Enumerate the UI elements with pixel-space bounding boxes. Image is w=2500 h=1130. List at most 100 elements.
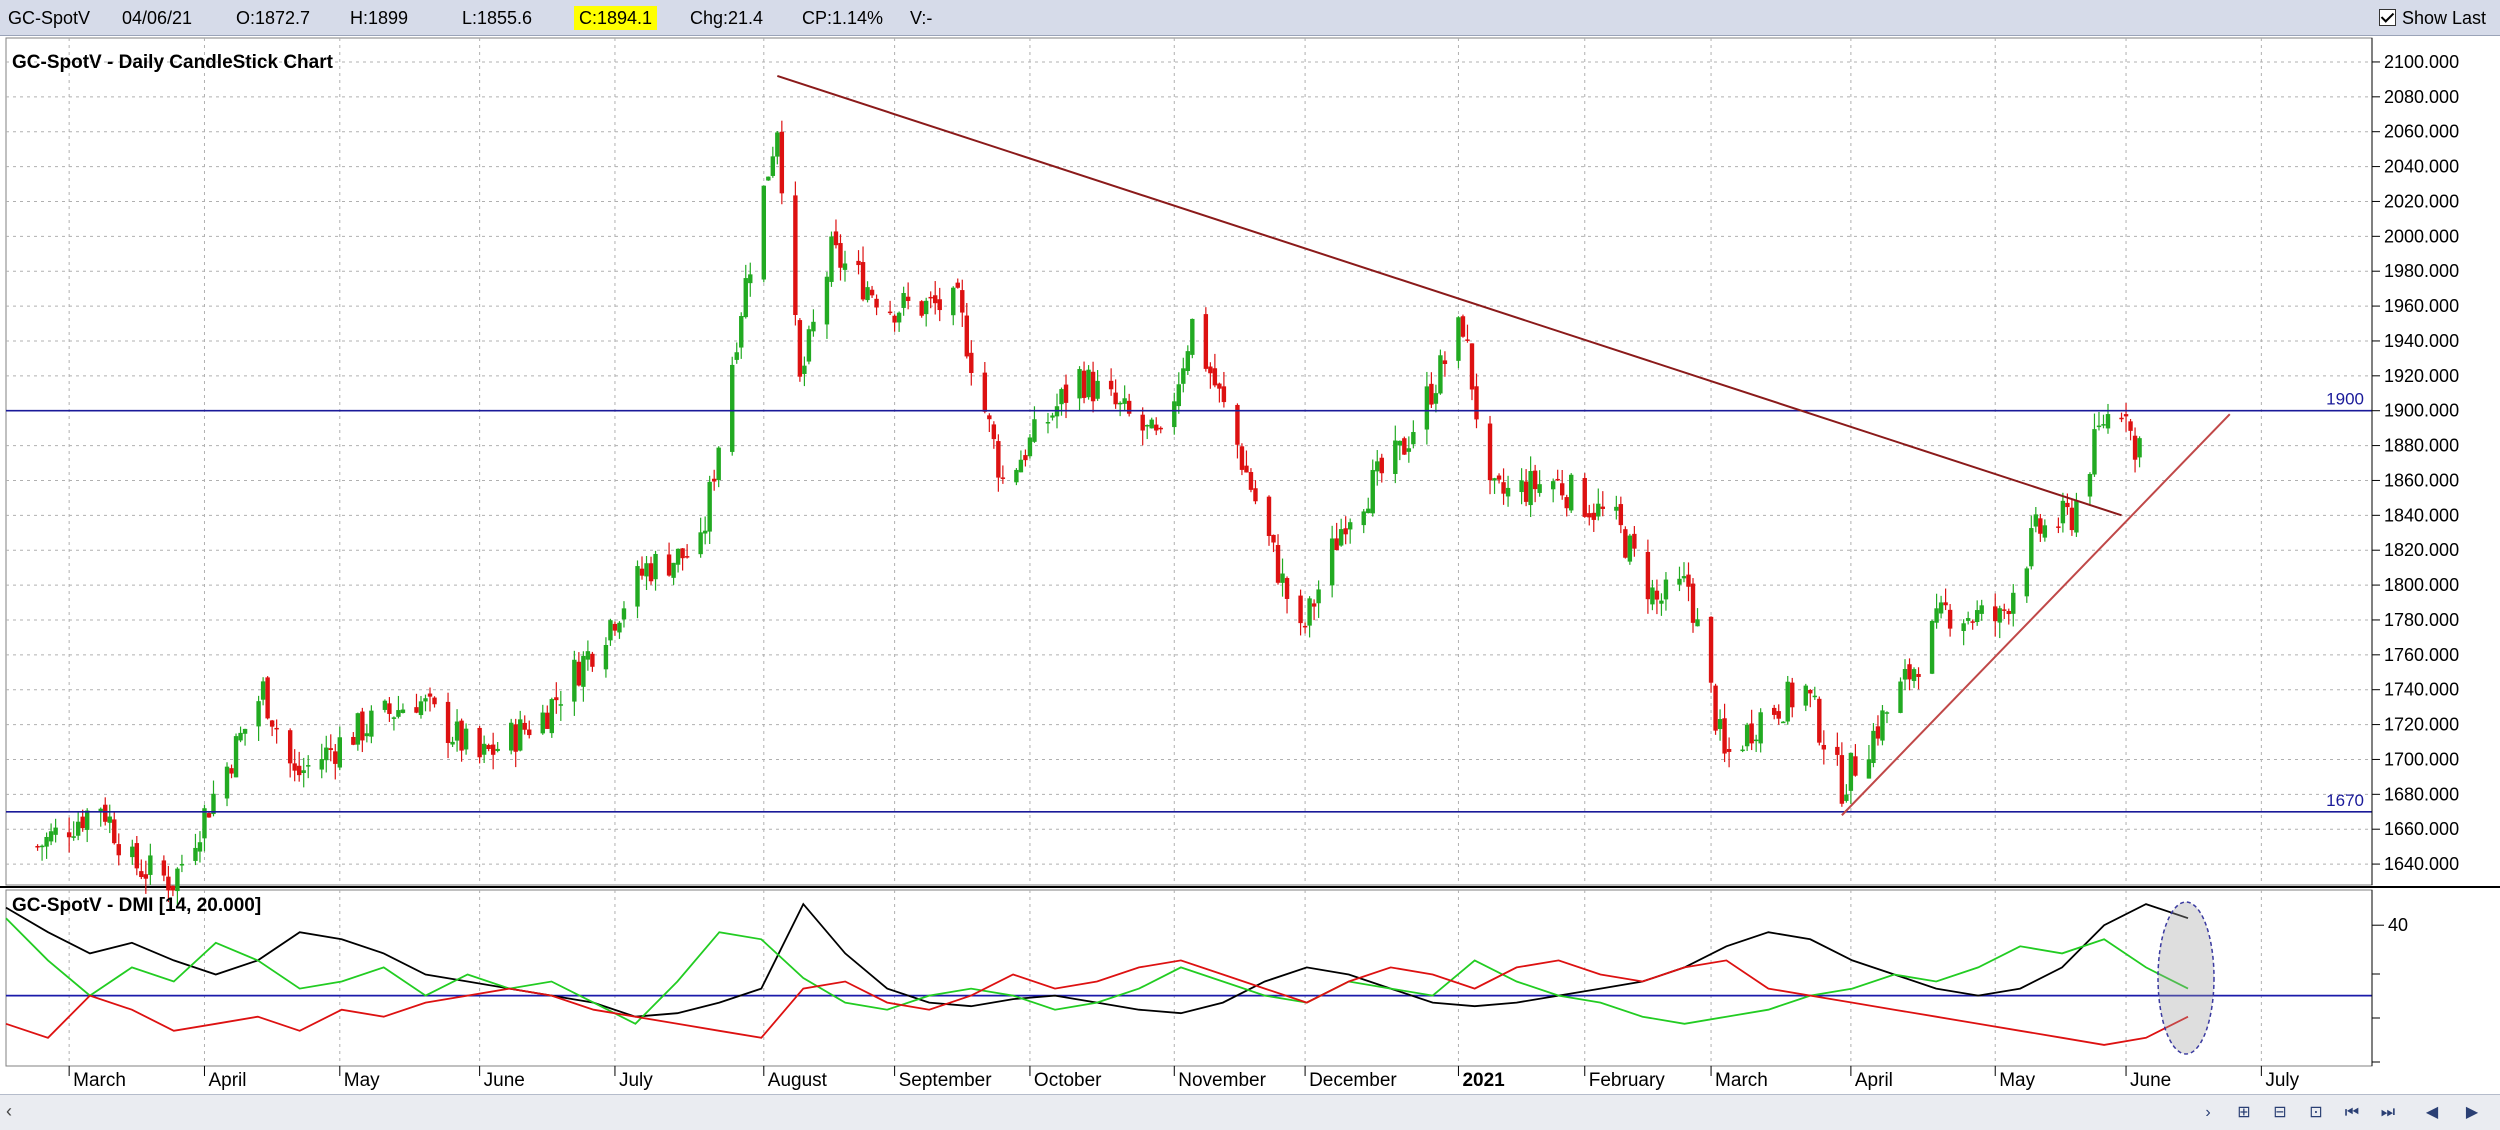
candle-body [1790, 682, 1795, 708]
candle-body [2123, 414, 2129, 417]
candlestick [1866, 745, 1872, 779]
candle-body [1140, 414, 1145, 431]
candlestick [495, 741, 500, 753]
candlestick [2128, 418, 2133, 441]
candle-body [369, 710, 374, 737]
candlestick [1271, 534, 1276, 553]
candle-body [98, 808, 103, 813]
candle-body [1871, 730, 1876, 763]
candlestick [887, 300, 893, 315]
candle-body [951, 287, 956, 316]
candle-body [1537, 484, 1542, 493]
x-tick-label: October [1034, 1070, 1102, 1091]
candlestick [2137, 436, 2142, 468]
candle-body [418, 701, 424, 716]
candle-body [1772, 707, 1777, 715]
candlestick [581, 651, 586, 702]
go-last-icon[interactable]: ⏭ [2380, 1104, 2396, 1121]
candle-body [581, 655, 586, 687]
candle-body [391, 717, 397, 719]
candlestick [730, 356, 735, 456]
candle-body [802, 365, 807, 374]
scroll-right-icon[interactable]: › [2205, 1104, 2211, 1121]
candlestick [1140, 407, 1145, 446]
candle-body [1938, 602, 1944, 614]
candlestick [1722, 703, 1727, 763]
candle-body [1402, 438, 1407, 455]
main-plot-frame [5, 37, 2373, 886]
candlestick [1753, 734, 1759, 752]
step-forward-icon[interactable]: ▶ [2465, 1104, 2479, 1121]
candlestick [1614, 495, 1619, 520]
candle-body [112, 819, 117, 844]
candle-body [486, 745, 491, 749]
candlestick [1844, 784, 1849, 803]
go-first-icon[interactable]: ⏮ [2344, 1104, 2360, 1121]
candle-body [1397, 440, 1403, 446]
candlestick [1487, 415, 1493, 495]
candlestick [2060, 492, 2066, 533]
candlestick [1338, 518, 1344, 547]
candle-body [1717, 719, 1723, 730]
step-back-icon[interactable]: ◀ [2425, 1104, 2439, 1121]
candlestick [1181, 357, 1186, 393]
candle-body [1726, 748, 1732, 752]
candle-body [1875, 726, 1881, 739]
trend-line-resistance [777, 74, 2122, 517]
candlestick [1871, 723, 1876, 768]
candlestick [982, 361, 988, 414]
candlestick [675, 548, 681, 573]
candlestick [896, 311, 902, 332]
candlestick [621, 601, 627, 628]
candle-body [2074, 500, 2079, 533]
candlestick [66, 817, 72, 853]
scroll-left-icon[interactable]: ‹ [6, 1101, 12, 1121]
candlestick [1884, 711, 1890, 724]
candlestick [233, 733, 239, 778]
x-tick-label: June [484, 1070, 525, 1091]
dmi-plot-frame [5, 889, 2373, 1067]
candle-body [1749, 723, 1754, 744]
candle-body [1158, 427, 1163, 430]
candlestick [107, 804, 112, 834]
candle-body [1275, 545, 1281, 583]
candle-body [490, 744, 496, 755]
candle-body [355, 713, 361, 745]
chart-area[interactable]: 1900 1670 1640.000 1660.000 1680.000 1700.00… [0, 36, 2500, 1094]
candlestick [1997, 605, 2002, 639]
candlestick [1095, 370, 1100, 401]
candlestick [1239, 443, 1245, 476]
candlestick [112, 812, 117, 845]
candle-body [75, 821, 81, 836]
zoom-fit-icon[interactable]: ⊡ [2309, 1104, 2323, 1121]
candlestick [806, 325, 812, 365]
show-last-checkbox[interactable] [2378, 9, 2396, 26]
candlestick [1519, 468, 1524, 505]
candle-body [1469, 343, 1475, 390]
candlestick [585, 640, 591, 671]
candlestick [639, 556, 645, 580]
candle-body [1239, 446, 1245, 470]
candle-body [1185, 351, 1191, 371]
candlestick [1045, 412, 1051, 434]
candlestick [1411, 420, 1416, 449]
candle-body [1614, 506, 1619, 511]
candle-body [887, 311, 893, 314]
candlestick [527, 720, 532, 739]
show-last-toggle[interactable]: Show Last [2378, 0, 2486, 36]
candle-body [1929, 620, 1935, 674]
candle-body [48, 831, 54, 842]
candlestick [996, 434, 1001, 492]
candlestick [1108, 368, 1114, 396]
candle-body [2132, 435, 2138, 460]
candle-body [1898, 681, 1903, 713]
candle-body [1519, 480, 1524, 493]
candle-body [1117, 402, 1123, 405]
candle-body [1740, 749, 1745, 752]
candlestick [635, 560, 640, 619]
zoom-in-icon[interactable]: ⊞ [2237, 1104, 2251, 1121]
candle-body [901, 293, 906, 308]
candle-body [1059, 389, 1064, 405]
candlestick [1442, 351, 1448, 377]
zoom-out-icon[interactable]: ⊟ [2273, 1104, 2287, 1121]
